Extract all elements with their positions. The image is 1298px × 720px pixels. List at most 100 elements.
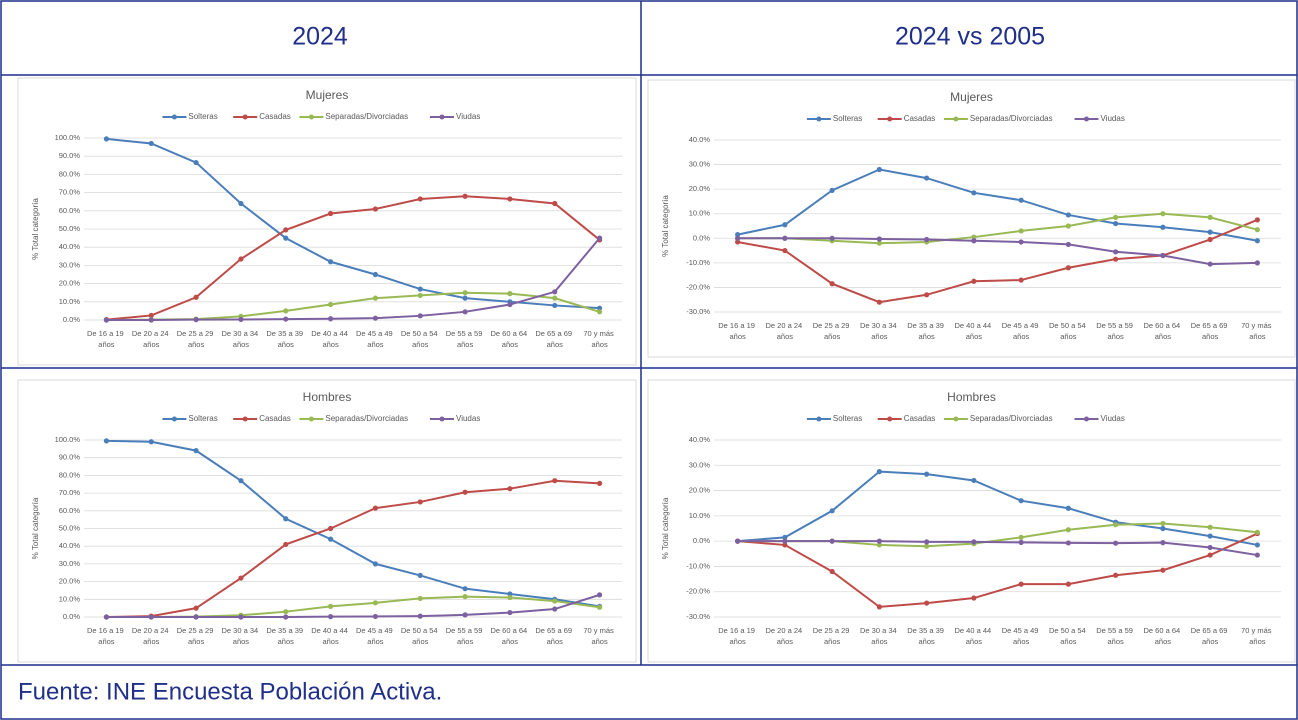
data-point — [327, 525, 334, 532]
x-tick-label: De 20 a 24 años — [765, 321, 804, 341]
x-tick-label: De 16 a 19 años — [87, 626, 126, 646]
data-point — [1018, 534, 1024, 540]
data-point — [1018, 228, 1024, 234]
series-line — [737, 532, 1258, 608]
data-point — [1207, 261, 1213, 267]
y-tick-label: 10.0% — [689, 209, 711, 218]
x-tick-label: De 40 a 44 años — [954, 626, 993, 646]
y-tick-label: 40.0% — [59, 541, 81, 550]
data-point — [971, 539, 977, 545]
y-tick-label: 20.0% — [689, 184, 711, 193]
x-tick-label: De 30 a 34 años — [860, 626, 899, 646]
data-point — [1207, 544, 1213, 551]
chart-title: Hombres — [947, 390, 996, 404]
data-point — [1065, 241, 1071, 248]
y-tick-label: 10.0% — [59, 297, 81, 306]
y-tick-label: -10.0% — [686, 258, 710, 267]
legend-label: Casadas — [259, 112, 291, 121]
x-tick-label: De 65 a 69 años — [1191, 626, 1230, 646]
data-point — [462, 193, 468, 199]
data-point — [1254, 238, 1260, 244]
x-tick-label: De 40 a 44 años — [311, 626, 350, 646]
y-tick-label: 30.0% — [689, 460, 711, 469]
series-line — [106, 479, 600, 618]
y-tick-label: 0.0% — [63, 612, 80, 621]
data-point — [1160, 567, 1166, 573]
y-tick-label: 0.0% — [693, 233, 710, 242]
series-line — [737, 470, 1258, 546]
data-point — [1113, 214, 1119, 220]
series-line — [737, 540, 1258, 557]
data-point — [971, 190, 977, 196]
x-tick-label: De 60 a 64 años — [1143, 321, 1182, 341]
data-point — [1113, 572, 1119, 578]
data-point — [462, 586, 468, 592]
legend-label: Casadas — [259, 414, 291, 423]
data-point — [596, 480, 603, 486]
x-tick-label: De 50 a 54 años — [401, 329, 440, 349]
data-point — [971, 238, 977, 244]
x-tick-label: De 16 a 19 años — [718, 626, 757, 646]
legend-marker — [816, 416, 822, 422]
data-point — [876, 240, 882, 246]
data-point — [782, 222, 788, 228]
legend-label: Separadas/Divorciadas — [325, 414, 408, 423]
data-point — [1160, 525, 1166, 532]
data-point — [876, 166, 882, 173]
x-tick-label: De 60 a 64 años — [491, 626, 530, 646]
chart-title: Mujeres — [306, 88, 349, 102]
legend-label: Viudas — [456, 414, 480, 423]
y-tick-label: 100.0% — [55, 133, 81, 142]
x-tick-label: De 45 a 49 años — [356, 329, 395, 349]
data-point — [596, 592, 603, 598]
x-tick-label: De 16 a 19 años — [87, 329, 126, 349]
legend-marker — [1084, 416, 1089, 422]
legend-label: Solteras — [188, 112, 217, 121]
data-point — [103, 438, 110, 444]
series-line — [737, 168, 1258, 242]
data-point — [1018, 498, 1024, 504]
data-point — [417, 572, 423, 579]
x-tick-label: De 55 a 59 años — [1096, 321, 1135, 341]
chart-panel — [17, 379, 637, 663]
legend-marker — [308, 114, 314, 120]
data-point — [735, 239, 741, 245]
data-point — [1254, 542, 1260, 548]
x-tick-label: De 25 a 29 años — [813, 321, 852, 341]
data-point — [507, 291, 513, 297]
y-tick-label: 60.0% — [59, 206, 81, 215]
y-axis-label: % Total categoría — [31, 497, 40, 559]
legend-label: Viudas — [1101, 114, 1125, 123]
legend-label: Casadas — [904, 114, 936, 123]
legend-marker — [171, 114, 177, 120]
y-tick-label: 50.0% — [59, 224, 81, 233]
data-point — [924, 236, 930, 243]
data-point — [283, 308, 289, 314]
data-point — [552, 478, 558, 484]
data-point — [417, 313, 423, 319]
y-tick-label: 80.0% — [59, 169, 81, 178]
data-point — [193, 605, 199, 611]
data-point — [971, 477, 977, 484]
data-point — [1065, 527, 1071, 533]
x-tick-label: De 60 a 64 años — [491, 329, 530, 349]
data-point — [193, 448, 199, 454]
chart-panel — [647, 79, 1296, 358]
data-point — [238, 478, 244, 484]
data-point — [782, 247, 788, 254]
x-tick-label: De 45 a 49 años — [1002, 321, 1041, 341]
legend-marker — [308, 416, 314, 422]
data-point — [372, 206, 379, 212]
data-point — [1018, 197, 1024, 203]
data-point — [507, 609, 513, 616]
x-tick-label: 70 y más años — [1241, 626, 1274, 646]
x-tick-label: De 55 a 59 años — [446, 626, 485, 646]
chart-title: Hombres — [303, 390, 352, 404]
data-point — [782, 235, 788, 241]
data-point — [372, 271, 379, 278]
x-tick-label: De 25 a 29 años — [813, 626, 852, 646]
x-tick-label: De 25 a 29 años — [177, 329, 216, 349]
data-point — [1160, 540, 1166, 546]
data-point — [1065, 212, 1071, 218]
data-point — [596, 309, 603, 315]
